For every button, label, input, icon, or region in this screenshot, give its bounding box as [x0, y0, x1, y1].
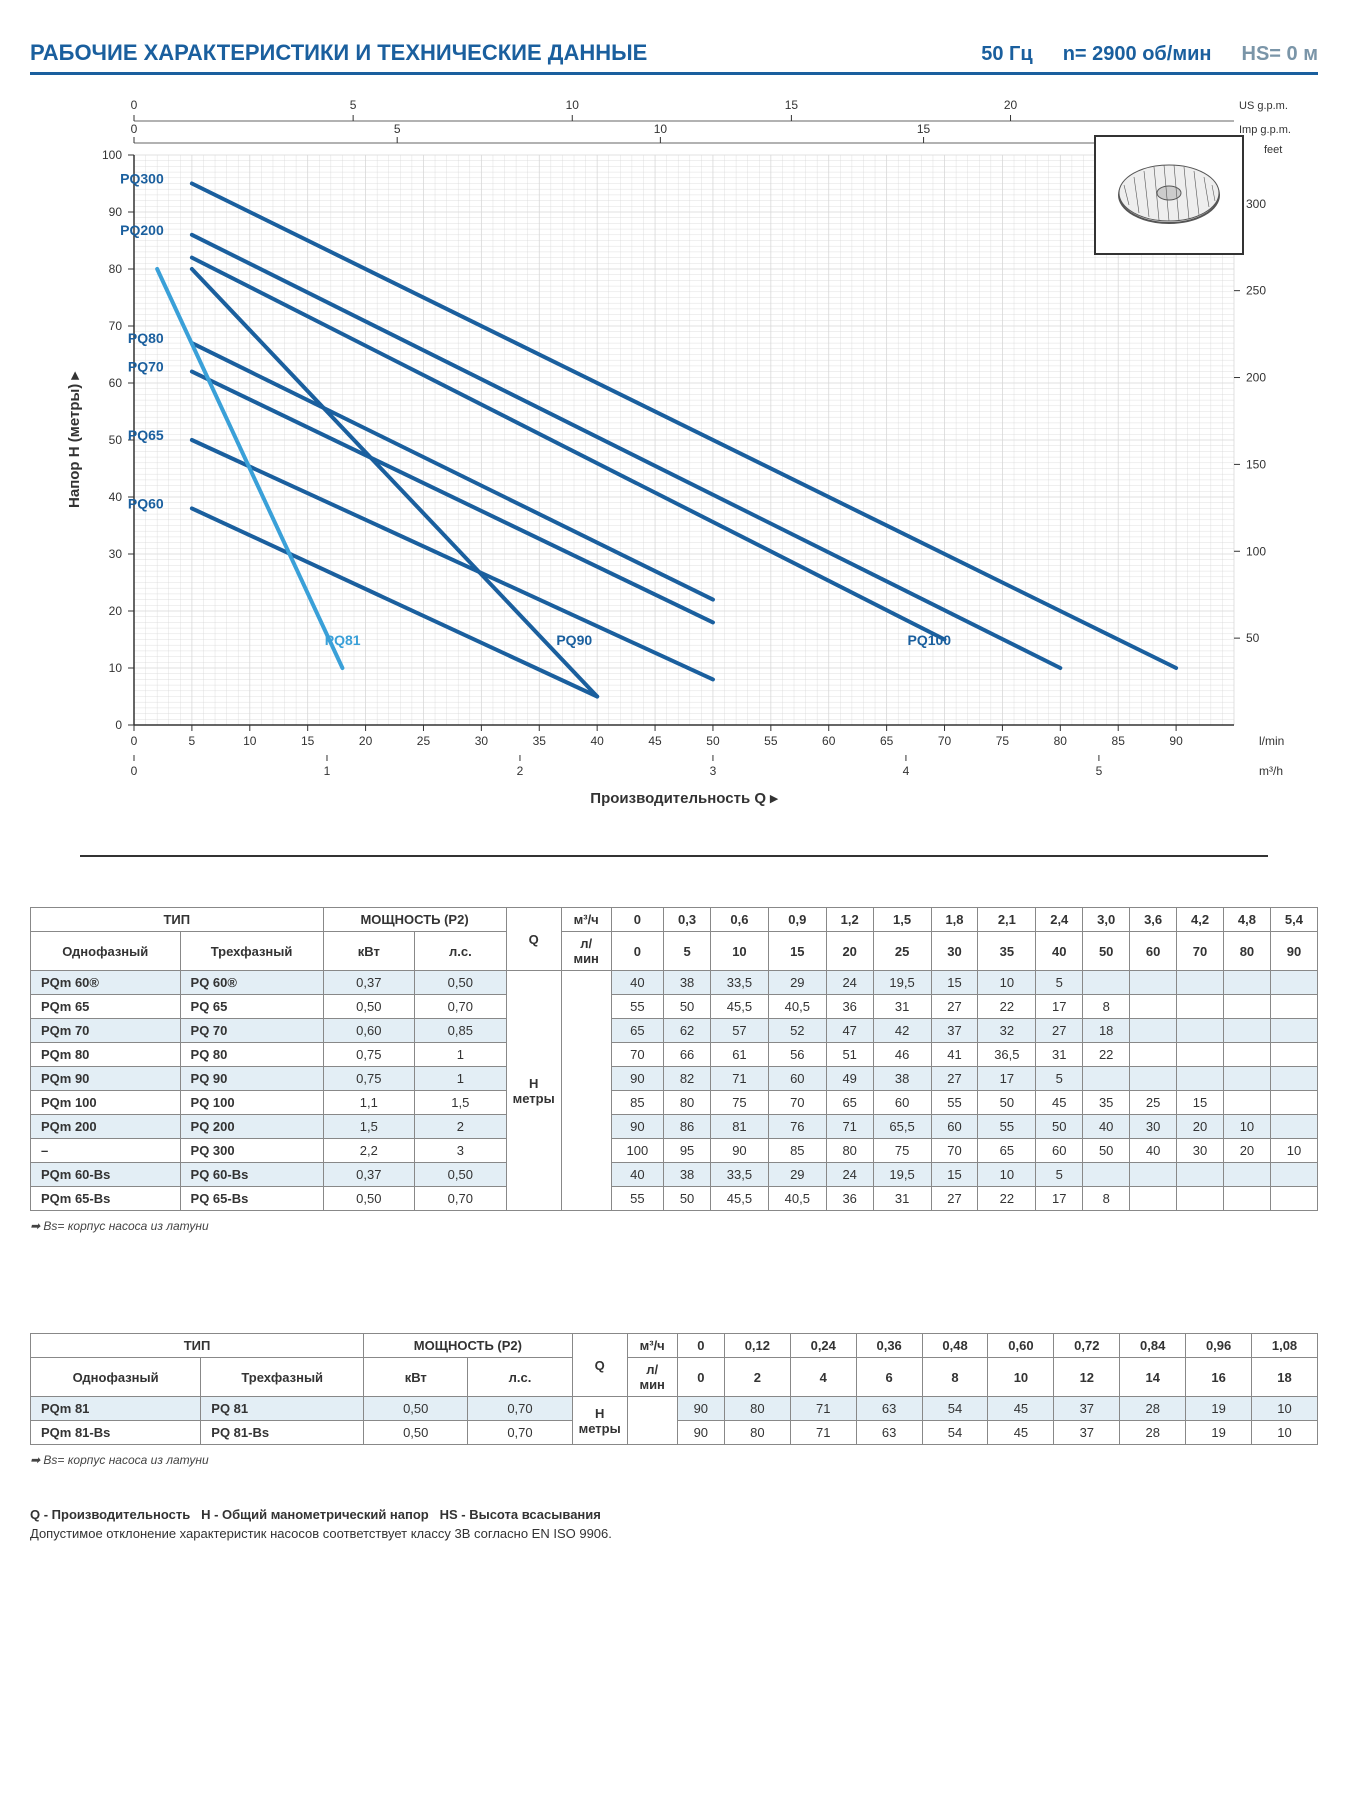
svg-text:feet: feet: [1264, 144, 1282, 156]
svg-text:10: 10: [243, 734, 257, 748]
svg-text:55: 55: [764, 734, 778, 748]
svg-text:70: 70: [938, 734, 952, 748]
svg-text:80: 80: [1054, 734, 1068, 748]
svg-text:US g.p.m.: US g.p.m.: [1239, 100, 1288, 112]
header-hs: HS= 0 м: [1242, 43, 1319, 66]
data-table-2: ТИПМОЩНОСТЬ (P2)Qм³/ч00,120,240,360,480,…: [30, 1333, 1318, 1445]
svg-text:Imp g.p.m.: Imp g.p.m.: [1239, 124, 1291, 136]
svg-text:60: 60: [109, 376, 123, 390]
svg-text:PQ300: PQ300: [120, 171, 164, 187]
svg-text:200: 200: [1246, 371, 1266, 385]
svg-text:m³/h: m³/h: [1259, 764, 1283, 778]
svg-text:60: 60: [822, 734, 836, 748]
legend-line2: Допустимое отклонение характеристик насо…: [30, 1526, 1318, 1541]
svg-text:Производительность Q ▸: Производительность Q ▸: [590, 790, 779, 807]
svg-text:20: 20: [359, 734, 373, 748]
svg-text:15: 15: [917, 122, 931, 136]
svg-text:80: 80: [109, 262, 123, 276]
svg-text:0: 0: [115, 718, 122, 732]
svg-text:45: 45: [648, 734, 662, 748]
svg-text:100: 100: [102, 148, 122, 162]
legend-line1: Q - Производительность Н - Общий маномет…: [30, 1507, 1318, 1522]
svg-text:0: 0: [131, 122, 138, 136]
svg-text:50: 50: [1246, 631, 1260, 645]
svg-text:PQ60: PQ60: [128, 495, 164, 511]
svg-text:20: 20: [109, 604, 123, 618]
svg-text:5: 5: [350, 98, 357, 112]
svg-text:300: 300: [1246, 197, 1266, 211]
svg-text:75: 75: [996, 734, 1010, 748]
svg-text:PQ70: PQ70: [128, 359, 164, 375]
svg-text:l/min: l/min: [1259, 734, 1284, 748]
svg-text:10: 10: [654, 122, 668, 136]
svg-text:5: 5: [394, 122, 401, 136]
svg-text:3: 3: [710, 764, 717, 778]
svg-text:50: 50: [109, 433, 123, 447]
table1-note: Bs= корпус насоса из латуни: [30, 1219, 1318, 1233]
chart-bottom-rule: [80, 855, 1268, 857]
svg-text:PQ65: PQ65: [128, 427, 164, 443]
svg-text:PQ200: PQ200: [120, 222, 164, 238]
svg-text:1: 1: [324, 764, 331, 778]
svg-text:PQ81: PQ81: [325, 632, 361, 648]
svg-text:30: 30: [475, 734, 489, 748]
svg-text:40: 40: [590, 734, 604, 748]
svg-text:70: 70: [109, 319, 123, 333]
impeller-image: [1094, 135, 1244, 255]
header-title: РАБОЧИЕ ХАРАКТЕРИСТИКИ И ТЕХНИЧЕСКИЕ ДАН…: [30, 40, 647, 66]
svg-text:10: 10: [566, 98, 580, 112]
svg-text:Напор Н (метры) ▸: Напор Н (метры) ▸: [66, 371, 83, 508]
svg-text:65: 65: [880, 734, 894, 748]
data-table-1: ТИПМОЩНОСТЬ (P2)Qм³/ч00,30,60,91,21,51,8…: [30, 907, 1318, 1211]
svg-text:0: 0: [131, 98, 138, 112]
svg-text:35: 35: [533, 734, 547, 748]
svg-text:10: 10: [109, 661, 123, 675]
svg-text:150: 150: [1246, 457, 1266, 471]
svg-text:2: 2: [517, 764, 524, 778]
svg-text:40: 40: [109, 490, 123, 504]
svg-text:PQ90: PQ90: [556, 632, 592, 648]
svg-text:5: 5: [189, 734, 196, 748]
header-hz: 50 Гц: [981, 43, 1032, 66]
svg-text:90: 90: [109, 205, 123, 219]
table2-note: Bs= корпус насоса из латуни: [30, 1453, 1318, 1467]
svg-text:0: 0: [131, 734, 138, 748]
header: РАБОЧИЕ ХАРАКТЕРИСТИКИ И ТЕХНИЧЕСКИЕ ДАН…: [30, 40, 1318, 75]
svg-text:5: 5: [1096, 764, 1103, 778]
svg-text:PQ100: PQ100: [908, 632, 952, 648]
svg-text:0: 0: [131, 764, 138, 778]
svg-text:15: 15: [301, 734, 315, 748]
pump-chart: 051015202530354045505560657075808590l/mi…: [44, 95, 1304, 815]
svg-text:20: 20: [1004, 98, 1018, 112]
svg-text:4: 4: [903, 764, 910, 778]
svg-text:25: 25: [417, 734, 431, 748]
svg-text:50: 50: [706, 734, 720, 748]
header-params: 50 Гц n= 2900 об/мин HS= 0 м: [981, 43, 1318, 66]
header-rpm: n= 2900 об/мин: [1063, 43, 1212, 66]
svg-text:PQ80: PQ80: [128, 330, 164, 346]
svg-text:30: 30: [109, 547, 123, 561]
svg-text:250: 250: [1246, 284, 1266, 298]
svg-text:90: 90: [1169, 734, 1183, 748]
svg-text:15: 15: [785, 98, 799, 112]
svg-text:100: 100: [1246, 544, 1266, 558]
svg-text:85: 85: [1112, 734, 1126, 748]
